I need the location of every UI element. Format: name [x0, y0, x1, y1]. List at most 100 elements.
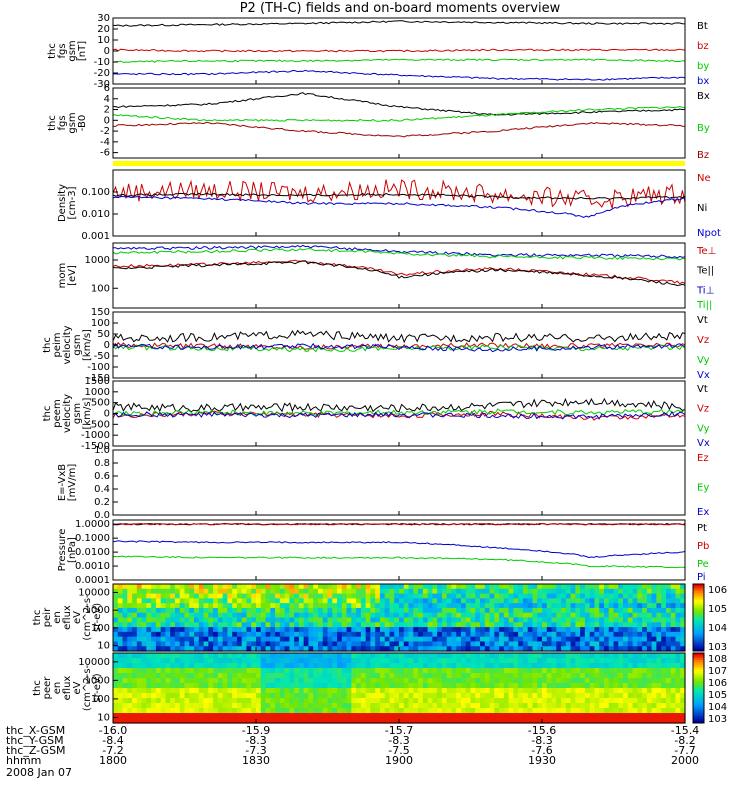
- spectrogram-cell: [661, 673, 667, 679]
- spectrogram-cell: [537, 668, 543, 674]
- spectrogram-cell: [565, 698, 572, 704]
- spectrogram-cell: [251, 612, 257, 619]
- spectrogram-cell: [599, 646, 605, 652]
- spectrogram-cell: [427, 703, 433, 709]
- spectrogram-cell: [155, 678, 162, 684]
- spectrogram-cell: [122, 584, 128, 590]
- spectrogram-cell: [532, 631, 538, 638]
- spectrogram-cell: [665, 708, 672, 714]
- spectrogram-cell: [260, 673, 267, 679]
- spectrogram-cell: [155, 668, 162, 674]
- spectrogram-cell: [275, 713, 281, 719]
- spectrogram-cell: [213, 678, 219, 684]
- spectrogram-cell: [332, 668, 338, 674]
- spectrogram-cell: [599, 718, 605, 724]
- spectrogram-cell: [522, 663, 529, 669]
- spectrogram-cell: [208, 584, 214, 590]
- spectrogram-cell: [284, 603, 290, 609]
- spectrogram-cell: [375, 688, 381, 694]
- spectrogram-cell: [294, 588, 300, 595]
- spectrogram-cell: [451, 663, 457, 669]
- spectrogram-cell: [203, 584, 209, 590]
- spectrogram-cell: [532, 678, 538, 684]
- spectrogram-cell: [413, 698, 419, 704]
- x-axis-value: -7.3: [245, 744, 266, 757]
- spectrogram-cell: [589, 603, 596, 609]
- spectrogram-cell: [613, 693, 619, 699]
- spectrogram-cell: [627, 598, 634, 604]
- spectrogram-cell: [141, 663, 147, 669]
- spectrogram-cell: [537, 698, 543, 704]
- spectrogram-cell: [613, 708, 619, 714]
- spectrogram-cell: [399, 713, 405, 719]
- spectrogram-cell: [394, 688, 400, 694]
- spectrogram-cell: [270, 646, 276, 652]
- spectrogram-cell: [284, 588, 290, 595]
- spectrogram-cell: [637, 653, 643, 659]
- spectrogram-cell: [146, 636, 152, 643]
- spectrogram-cell: [489, 627, 495, 633]
- spectrogram-cell: [298, 627, 305, 633]
- spectrogram-cell: [337, 713, 343, 719]
- spectrogram-cell: [475, 713, 481, 719]
- spectrogram-cell: [542, 636, 548, 643]
- spectrogram-cell: [637, 713, 643, 719]
- spectrogram-cell: [665, 584, 672, 590]
- spectrogram-cell: [217, 688, 224, 694]
- spectrogram-cell: [446, 617, 453, 623]
- spectrogram-cell: [470, 703, 476, 709]
- spectrogram-cell: [437, 646, 443, 652]
- spectrogram-cell: [413, 622, 419, 628]
- spectrogram-cell: [570, 584, 576, 590]
- spectrogram-cell: [136, 627, 143, 633]
- y-tick-label: 0.8: [94, 458, 110, 469]
- spectrogram-cell: [375, 598, 381, 604]
- y-tick-label: 0: [104, 115, 110, 126]
- spectrogram-cell: [675, 584, 681, 590]
- spectrogram-cell: [270, 653, 276, 659]
- spectrogram-cell: [251, 617, 257, 623]
- spectrogram-cell: [113, 713, 119, 719]
- spectrogram-cell: [432, 683, 438, 689]
- spectrogram-cell: [251, 713, 257, 719]
- spectrogram-cell: [413, 688, 419, 694]
- spectrogram-cell: [542, 593, 548, 599]
- spectrogram-cell: [346, 673, 352, 679]
- spectrogram-cell: [232, 622, 238, 628]
- y-tick-label: 10000: [78, 657, 110, 668]
- spectrogram-cell: [403, 713, 410, 719]
- spectrogram-cell: [203, 631, 209, 638]
- spectrogram-cell: [680, 698, 686, 704]
- spectrogram-cell: [551, 668, 557, 674]
- spectrogram-cell: [480, 703, 486, 709]
- spectrogram-cell: [275, 617, 281, 623]
- y-axis-label: peer: [42, 676, 53, 700]
- spectrogram-cell: [632, 708, 638, 714]
- spectrogram-cell: [236, 713, 243, 719]
- spectrogram-cell: [675, 636, 681, 643]
- spectrogram-cell: [456, 631, 462, 638]
- spectrogram-cell: [146, 708, 152, 714]
- spectrogram-cell: [356, 718, 362, 724]
- legend-Te⊥: Te⊥: [696, 246, 716, 257]
- spectrogram-cell: [670, 622, 677, 628]
- spectrogram-cell: [670, 658, 677, 664]
- spectrogram-cell: [308, 718, 314, 724]
- spectrogram-cell: [460, 653, 467, 659]
- spectrogram-cell: [599, 693, 605, 699]
- spectrogram-cell: [232, 627, 238, 633]
- spectrogram-cell: [160, 683, 167, 689]
- spectrogram-cell: [346, 668, 352, 674]
- y-axis-label: Density: [57, 184, 68, 222]
- spectrogram-cell: [289, 631, 295, 638]
- spectrogram-cell: [341, 663, 348, 669]
- spectrogram-cell: [141, 703, 147, 709]
- spectrogram-cell: [370, 713, 376, 719]
- spectrogram-cell: [260, 653, 267, 659]
- spectrogram-cell: [475, 646, 481, 652]
- spectrogram-cell: [113, 612, 119, 619]
- colorbar-cell: [693, 586, 704, 589]
- y-tick-label: -50: [94, 351, 110, 362]
- spectrogram-cell: [298, 636, 305, 643]
- spectrogram-cell: [284, 703, 290, 709]
